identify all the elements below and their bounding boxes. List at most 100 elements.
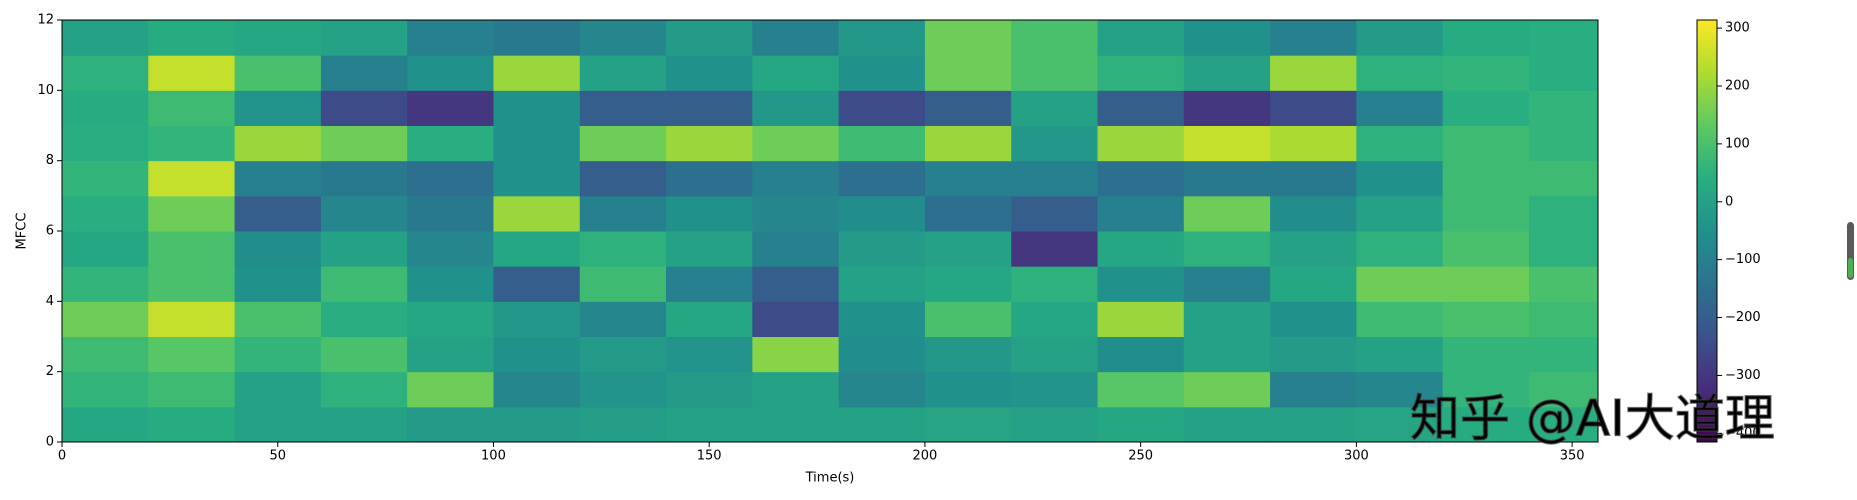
heatmap-cell: [1097, 406, 1185, 443]
heatmap-cell: [1183, 231, 1271, 267]
heatmap-cell: [1442, 336, 1530, 373]
heatmap-cell: [666, 195, 753, 232]
heatmap-cell: [407, 336, 494, 373]
heatmap-cell: [752, 125, 840, 162]
heatmap-cell: [1356, 125, 1444, 162]
heatmap-cell: [1270, 160, 1357, 197]
heatmap-cell: [234, 301, 322, 337]
heatmap-cell: [1528, 406, 1599, 443]
heatmap-cell: [1528, 231, 1599, 267]
heatmap-cell: [924, 195, 1012, 232]
heatmap-cell: [579, 90, 667, 126]
heatmap-cell: [1011, 55, 1099, 91]
heatmap-cell: [148, 90, 236, 126]
heatmap-cell: [1097, 90, 1185, 126]
heatmap-cell: [1270, 20, 1357, 56]
heatmap-cell: [838, 301, 926, 337]
heatmap-cell: [924, 266, 1012, 302]
heatmap-cell: [1011, 20, 1099, 56]
heatmap-cell: [407, 125, 494, 162]
heatmap-cell: [666, 231, 753, 267]
heatmap-cell: [1270, 371, 1357, 408]
heatmap-cell: [1097, 336, 1185, 373]
heatmap-cell: [407, 231, 494, 267]
heatmap-cell: [407, 160, 494, 197]
heatmap-cell: [1011, 160, 1099, 197]
heatmap-cell: [579, 55, 667, 91]
heatmap-cell: [1442, 20, 1530, 56]
colorbar-tick-label: −100: [1725, 252, 1761, 267]
heatmap-cell: [1097, 20, 1185, 56]
heatmap-cell: [666, 301, 753, 337]
heatmap-cell: [1270, 90, 1357, 126]
heatmap-cell: [1011, 231, 1099, 267]
heatmap-cell: [1528, 90, 1599, 126]
heatmap-cell: [579, 336, 667, 373]
heatmap-cell: [666, 90, 753, 126]
heatmap-cell: [493, 231, 581, 267]
heatmap-cell: [320, 125, 408, 162]
heatmap-cell: [1442, 195, 1530, 232]
scrollbar-indicator: [1848, 258, 1853, 278]
heatmap-cell: [838, 125, 926, 162]
heatmap-cell: [62, 406, 149, 443]
heatmap-cell: [1356, 406, 1444, 443]
y-tick-label: 12: [37, 13, 54, 28]
heatmap-cell: [62, 336, 149, 373]
x-tick-label: 50: [269, 449, 286, 464]
heatmap-cell: [579, 371, 667, 408]
heatmap-cell: [1442, 125, 1530, 162]
heatmap-cell: [838, 55, 926, 91]
x-tick-label: 350: [1560, 449, 1585, 464]
heatmap-cell: [407, 55, 494, 91]
heatmap-cell: [1097, 125, 1185, 162]
heatmap-cell: [1270, 231, 1357, 267]
heatmap-cell: [1356, 55, 1444, 91]
heatmap-cell: [579, 301, 667, 337]
heatmap-cell: [62, 160, 149, 197]
heatmap-cell: [320, 266, 408, 302]
heatmap-cell: [407, 266, 494, 302]
heatmap-cell: [752, 301, 840, 337]
heatmap-cell: [1528, 336, 1599, 373]
heatmap-cell: [234, 195, 322, 232]
heatmap-cell: [1097, 301, 1185, 337]
heatmap-cell: [752, 336, 840, 373]
heatmap-cell: [234, 406, 322, 443]
heatmap-cell: [1442, 266, 1530, 302]
heatmap-cell: [666, 371, 753, 408]
heatmap-cell: [1183, 20, 1271, 56]
x-tick-label: 0: [58, 449, 66, 464]
heatmap-cell: [1442, 231, 1530, 267]
heatmap-cell: [62, 301, 149, 337]
heatmap-cell: [579, 231, 667, 267]
heatmap-cell: [320, 55, 408, 91]
heatmap-cell: [1528, 125, 1599, 162]
heatmap-cell: [62, 231, 149, 267]
heatmap-cell: [579, 160, 667, 197]
heatmap-cell: [320, 20, 408, 56]
heatmap-cell: [924, 125, 1012, 162]
heatmap-cell: [924, 55, 1012, 91]
heatmap-cell: [579, 195, 667, 232]
heatmap-cell: [148, 20, 236, 56]
heatmap-cell: [493, 90, 581, 126]
heatmap-cell: [666, 160, 753, 197]
heatmap-cell: [1011, 371, 1099, 408]
colorbar-tick-label: −400: [1725, 426, 1761, 441]
heatmap-cell: [62, 55, 149, 91]
heatmap-cell: [493, 371, 581, 408]
heatmap-cell: [1442, 301, 1530, 337]
heatmap-cell: [407, 195, 494, 232]
heatmap-cell: [752, 195, 840, 232]
heatmap-cell: [579, 20, 667, 56]
heatmap-cell: [407, 301, 494, 337]
heatmap-cell: [752, 55, 840, 91]
watermark: 知乎 @AI大道理: [1410, 390, 1775, 448]
heatmap-cell: [752, 90, 840, 126]
heatmap-cell: [924, 371, 1012, 408]
heatmap-cell: [320, 195, 408, 232]
heatmap-cell: [234, 160, 322, 197]
heatmap-cell: [320, 160, 408, 197]
